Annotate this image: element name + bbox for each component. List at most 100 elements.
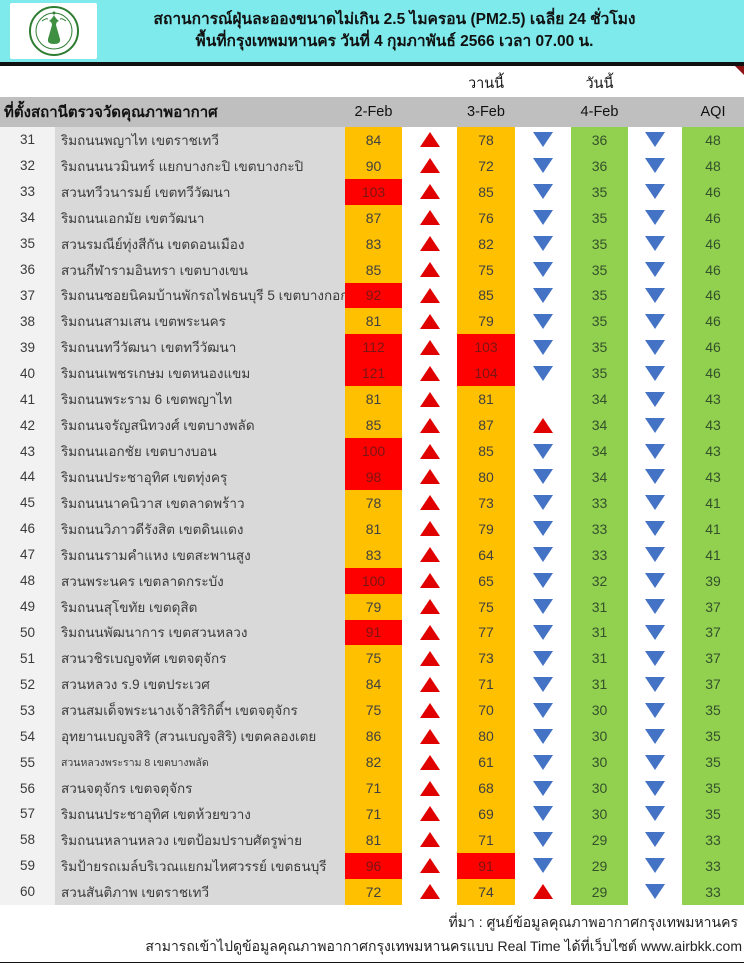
station-name: ริมถนนรามคำแหง เขตสะพานสูง (55, 541, 345, 568)
table-row: 39 ริมถนนทวีวัฒนา เขตทวีวัฒนา 112 103 35… (0, 334, 744, 361)
pm25-value-3feb: 75 (457, 256, 515, 283)
pm25-value-3feb: 61 (457, 749, 515, 776)
trend-down-icon (628, 671, 682, 698)
pm25-value-4feb: 36 (571, 127, 628, 153)
realtime-note: สามารถเข้าไปดูข้อมูลคุณภาพอากาศกรุงเทพมห… (145, 937, 742, 954)
table-row: 58 ริมถนนหลานหลวง เขตป้อมปราบศัตรูพ่าย 8… (0, 826, 744, 853)
station-name: ริมถนนประชาอุทิศ เขตทุ่งครุ (55, 463, 345, 490)
station-name: สวนวชิรเบญจทัศ เขตจตุจักร (55, 645, 345, 672)
row-number: 48 (0, 567, 55, 594)
table-row: 48 สวนพระนคร เขตลาดกระบัง 100 65 32 39 (0, 567, 744, 594)
aqi-value: 46 (682, 204, 744, 231)
trend-down-icon (515, 463, 571, 490)
trend-down-icon (628, 386, 682, 413)
pm25-value-3feb: 69 (457, 800, 515, 827)
table-row: 38 ริมถนนสามเสน เขตพระนคร 81 79 35 46 (0, 308, 744, 335)
row-number: 55 (0, 749, 55, 776)
pm25-value-4feb: 33 (571, 515, 628, 542)
pm25-value-2feb: 92 (345, 282, 402, 309)
pm25-value-3feb: 75 (457, 593, 515, 620)
trend-up-icon (402, 230, 457, 257)
trend-up-icon (402, 204, 457, 231)
pm25-value-2feb: 100 (345, 567, 402, 594)
trend-down-icon (515, 723, 571, 750)
pm25-value-3feb: 85 (457, 282, 515, 309)
trend-down-icon (515, 334, 571, 361)
pm25-value-4feb: 35 (571, 282, 628, 309)
trend-up-icon (402, 800, 457, 827)
trend-up-icon (402, 308, 457, 335)
pm25-value-4feb: 30 (571, 800, 628, 827)
station-name: สวนจตุจักร เขตจตุจักร (55, 775, 345, 801)
pm25-value-2feb: 98 (345, 463, 402, 490)
station-name: ริมถนนทวีวัฒนา เขตทวีวัฒนา (55, 334, 345, 361)
pm25-value-4feb: 35 (571, 256, 628, 283)
station-name: ริมถนนจรัญสนิทวงศ์ เขตบางพลัด (55, 412, 345, 439)
report-footer: ที่มา : ศูนย์ข้อมูลคุณภาพอากาศกรุงเทพมหา… (0, 904, 744, 963)
aqi-value: 37 (682, 671, 744, 698)
trend-down-icon (515, 204, 571, 231)
table-row: 47 ริมถนนรามคำแหง เขตสะพานสูง 83 64 33 4… (0, 541, 744, 568)
pm25-value-2feb: 91 (345, 619, 402, 646)
pm25-value-2feb: 83 (345, 541, 402, 568)
pm25-value-3feb: 76 (457, 204, 515, 231)
pm25-value-3feb: 80 (457, 723, 515, 750)
row-number: 51 (0, 645, 55, 672)
trend-up-icon (402, 541, 457, 568)
trend-up-icon (402, 282, 457, 309)
aqi-value: 43 (682, 438, 744, 464)
trend-down-icon (515, 515, 571, 542)
trend-down-icon (515, 697, 571, 724)
trend-down-icon (628, 852, 682, 879)
pm25-value-4feb: 35 (571, 360, 628, 387)
report-title-line2: พื้นที่กรุงเทพมหานคร วันที่ 4 กุมภาพันธ์… (195, 33, 594, 50)
trend-up-icon (402, 775, 457, 801)
pm25-value-3feb: 64 (457, 541, 515, 568)
aqi-value: 37 (682, 619, 744, 646)
aqi-value: 41 (682, 541, 744, 568)
super-header-band: วานนี้ วันนี้ (0, 66, 744, 97)
trend-down-icon (515, 619, 571, 646)
row-number: 35 (0, 230, 55, 257)
trend-down-icon (628, 178, 682, 205)
trend-up-icon (402, 463, 457, 490)
trend-down-icon (628, 127, 682, 153)
trend-up-icon (402, 593, 457, 620)
row-number: 53 (0, 697, 55, 724)
row-number: 52 (0, 671, 55, 698)
trend-down-icon (628, 697, 682, 724)
table-row: 54 อุทยานเบญจสิริ (สวนเบญจสิริ) เขตคลองเ… (0, 723, 744, 750)
pm25-value-3feb: 82 (457, 230, 515, 257)
pm25-value-4feb: 34 (571, 438, 628, 464)
row-number: 41 (0, 386, 55, 413)
trend-down-icon (515, 567, 571, 594)
trend-up-icon (515, 878, 571, 905)
pm25-value-2feb: 86 (345, 723, 402, 750)
trend-down-icon (515, 230, 571, 257)
row-number: 50 (0, 619, 55, 646)
report-banner: สถานการณ์ฝุ่นละอองขนาดไม่เกิน 2.5 ไมครอน… (0, 0, 744, 62)
aqi-value: 46 (682, 360, 744, 387)
trend-up-icon (402, 567, 457, 594)
trend-none (515, 386, 571, 413)
station-name: สวนพระนคร เขตลาดกระบัง (55, 567, 345, 594)
aqi-value: 46 (682, 334, 744, 361)
station-name: สวนทวีวนารมย์ เขตทวีวัฒนา (55, 178, 345, 205)
trend-up-icon (402, 334, 457, 361)
table-row: 36 สวนกีฬารามอินทรา เขตบางเขน 85 75 35 4… (0, 256, 744, 283)
pm25-value-3feb: 85 (457, 178, 515, 205)
row-number: 46 (0, 515, 55, 542)
pm25-value-4feb: 34 (571, 412, 628, 439)
trend-up-icon (402, 645, 457, 672)
trend-down-icon (628, 541, 682, 568)
trend-up-icon (402, 412, 457, 439)
trend-down-icon (515, 438, 571, 464)
pm25-value-3feb: 65 (457, 567, 515, 594)
trend-down-icon (628, 567, 682, 594)
station-name: ริมถนนเพชรเกษม เขตหนองแขม (55, 360, 345, 387)
table-row: 31 ริมถนนพญาไท เขตราชเทวี 84 78 36 48 (0, 127, 744, 153)
trend-up-icon (402, 878, 457, 905)
pm25-value-2feb: 85 (345, 412, 402, 439)
pm25-value-3feb: 71 (457, 826, 515, 853)
trend-down-icon (628, 204, 682, 231)
